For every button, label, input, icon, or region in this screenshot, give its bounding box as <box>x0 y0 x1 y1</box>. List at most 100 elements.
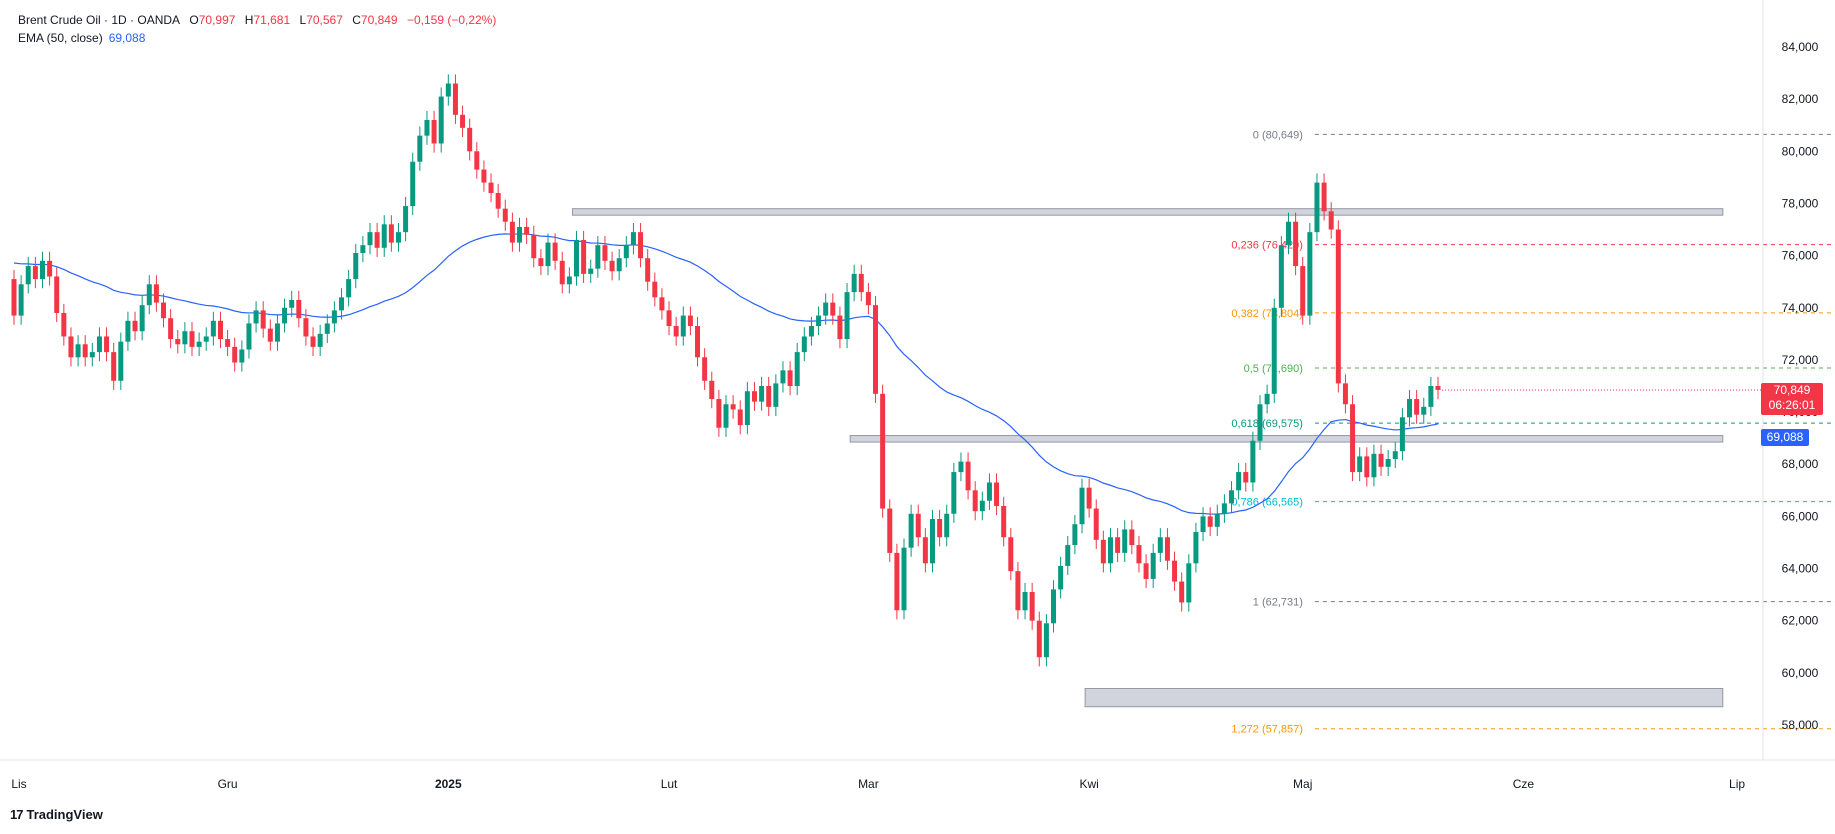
candle-body <box>310 336 316 347</box>
candle-body <box>452 83 458 115</box>
fibonacci-retracement[interactable]: 0 (80,649) 0,236 (76,420) 0,382 (73,804) 0,… <box>1231 129 1835 736</box>
candle-body <box>1271 307 1277 394</box>
candle-body <box>225 339 231 347</box>
candle-body <box>1314 182 1320 233</box>
candle-body <box>260 310 266 329</box>
fib-label: 0,382 (73,804) <box>1231 308 1303 320</box>
candle-body <box>374 232 380 248</box>
candle-body <box>353 253 359 280</box>
candle-body <box>18 284 24 316</box>
candle-body <box>1100 539 1106 564</box>
tradingview-logo[interactable]: 17 TradingView <box>10 807 103 822</box>
candle-body <box>39 260 45 280</box>
candle-body <box>929 518 935 564</box>
candle-body <box>367 232 373 246</box>
high-label: H <box>244 13 254 27</box>
candle-body <box>232 346 238 363</box>
candle-body <box>296 299 302 319</box>
y-tick-label: 64,000 <box>1782 562 1819 576</box>
symbol-title[interactable]: Brent Crude Oil · 1D · OANDA <box>18 13 181 27</box>
candle-body <box>317 333 323 347</box>
low-label: L <box>299 13 307 27</box>
y-tick-label: 58,000 <box>1782 718 1819 732</box>
candle-body <box>524 226 530 235</box>
candle-body <box>673 326 679 337</box>
candle-body <box>1001 505 1007 538</box>
candle-body <box>253 310 259 324</box>
x-tick-label: Lip <box>1729 777 1745 791</box>
candle-body <box>289 299 295 308</box>
candle-body <box>588 268 594 274</box>
candle-body <box>1136 545 1142 564</box>
candle-body <box>1022 592 1028 611</box>
tradingview-mark-icon: 17 <box>10 807 24 822</box>
candle-body <box>424 120 430 136</box>
x-tick-label: Lut <box>661 777 678 791</box>
candle-body <box>716 399 722 428</box>
candle-body <box>823 302 829 316</box>
candle-body <box>944 513 950 538</box>
ema-price-tag: 69,088 <box>1761 429 1809 446</box>
candle-body <box>908 513 914 548</box>
ema-line <box>13 233 1439 515</box>
y-tick-label: 76,000 <box>1782 249 1819 263</box>
fib-label: 0,786 (66,565) <box>1231 497 1303 509</box>
fib-label: 0 (80,649) <box>1253 129 1303 141</box>
candle-body <box>467 127 473 152</box>
candle-body <box>965 461 971 491</box>
axes: 58,00060,00062,00064,00066,00068,00070,0… <box>0 0 1835 791</box>
candle-body <box>887 508 893 553</box>
candle-body <box>502 208 508 222</box>
candle-body <box>566 276 572 285</box>
candle-body <box>104 336 110 353</box>
candle-body <box>958 461 964 473</box>
ema-legend-value: 69,088 <box>108 31 146 45</box>
candle-body <box>417 135 423 162</box>
candle-body <box>54 276 60 313</box>
candle-body <box>339 297 345 311</box>
bar-countdown: 06:26:01 <box>1768 398 1816 412</box>
candle-body <box>431 120 437 144</box>
candle-body <box>630 232 636 246</box>
last-price-tag: 70,849 06:26:01 <box>1761 383 1823 415</box>
candle-body <box>702 357 708 381</box>
candle-body <box>801 336 807 353</box>
candle-body <box>1321 182 1327 212</box>
candle-body <box>986 482 992 501</box>
candle-body <box>1150 552 1156 579</box>
candle-body <box>552 242 558 261</box>
candle-body <box>82 344 88 358</box>
candle-body <box>652 281 658 298</box>
candle-body <box>1008 537 1014 572</box>
candle-body <box>595 245 601 269</box>
candle-body <box>602 245 608 261</box>
candle-body <box>759 386 765 402</box>
candle-body <box>680 315 686 337</box>
support-resistance-zones[interactable] <box>571 208 1724 708</box>
candle-body <box>787 370 793 386</box>
legend: Brent Crude Oil · 1D · OANDA O70,997 H71… <box>18 11 496 47</box>
candle-body <box>132 320 138 332</box>
x-tick-label: Mar <box>858 777 879 791</box>
candle-body <box>1214 513 1220 527</box>
candle-body <box>1385 459 1391 467</box>
ema-label[interactable]: EMA (50, close) <box>18 31 103 45</box>
candle-body <box>538 258 544 267</box>
candle-body <box>25 266 31 285</box>
candle-body <box>495 193 501 209</box>
candle-body <box>851 273 857 293</box>
candle-body <box>139 305 145 332</box>
fib-label: 0,236 (76,420) <box>1231 240 1303 252</box>
candle-body <box>816 315 822 327</box>
open-value: 70,997 <box>198 13 236 27</box>
candle-body <box>111 352 117 381</box>
candle-body <box>1058 565 1064 590</box>
candle-body <box>1029 592 1035 621</box>
candle-body <box>331 310 337 324</box>
candle-body <box>837 315 843 340</box>
candle-body <box>445 83 451 97</box>
candle-body <box>346 279 352 298</box>
candle-body <box>1307 232 1313 316</box>
candle-body <box>844 292 850 340</box>
